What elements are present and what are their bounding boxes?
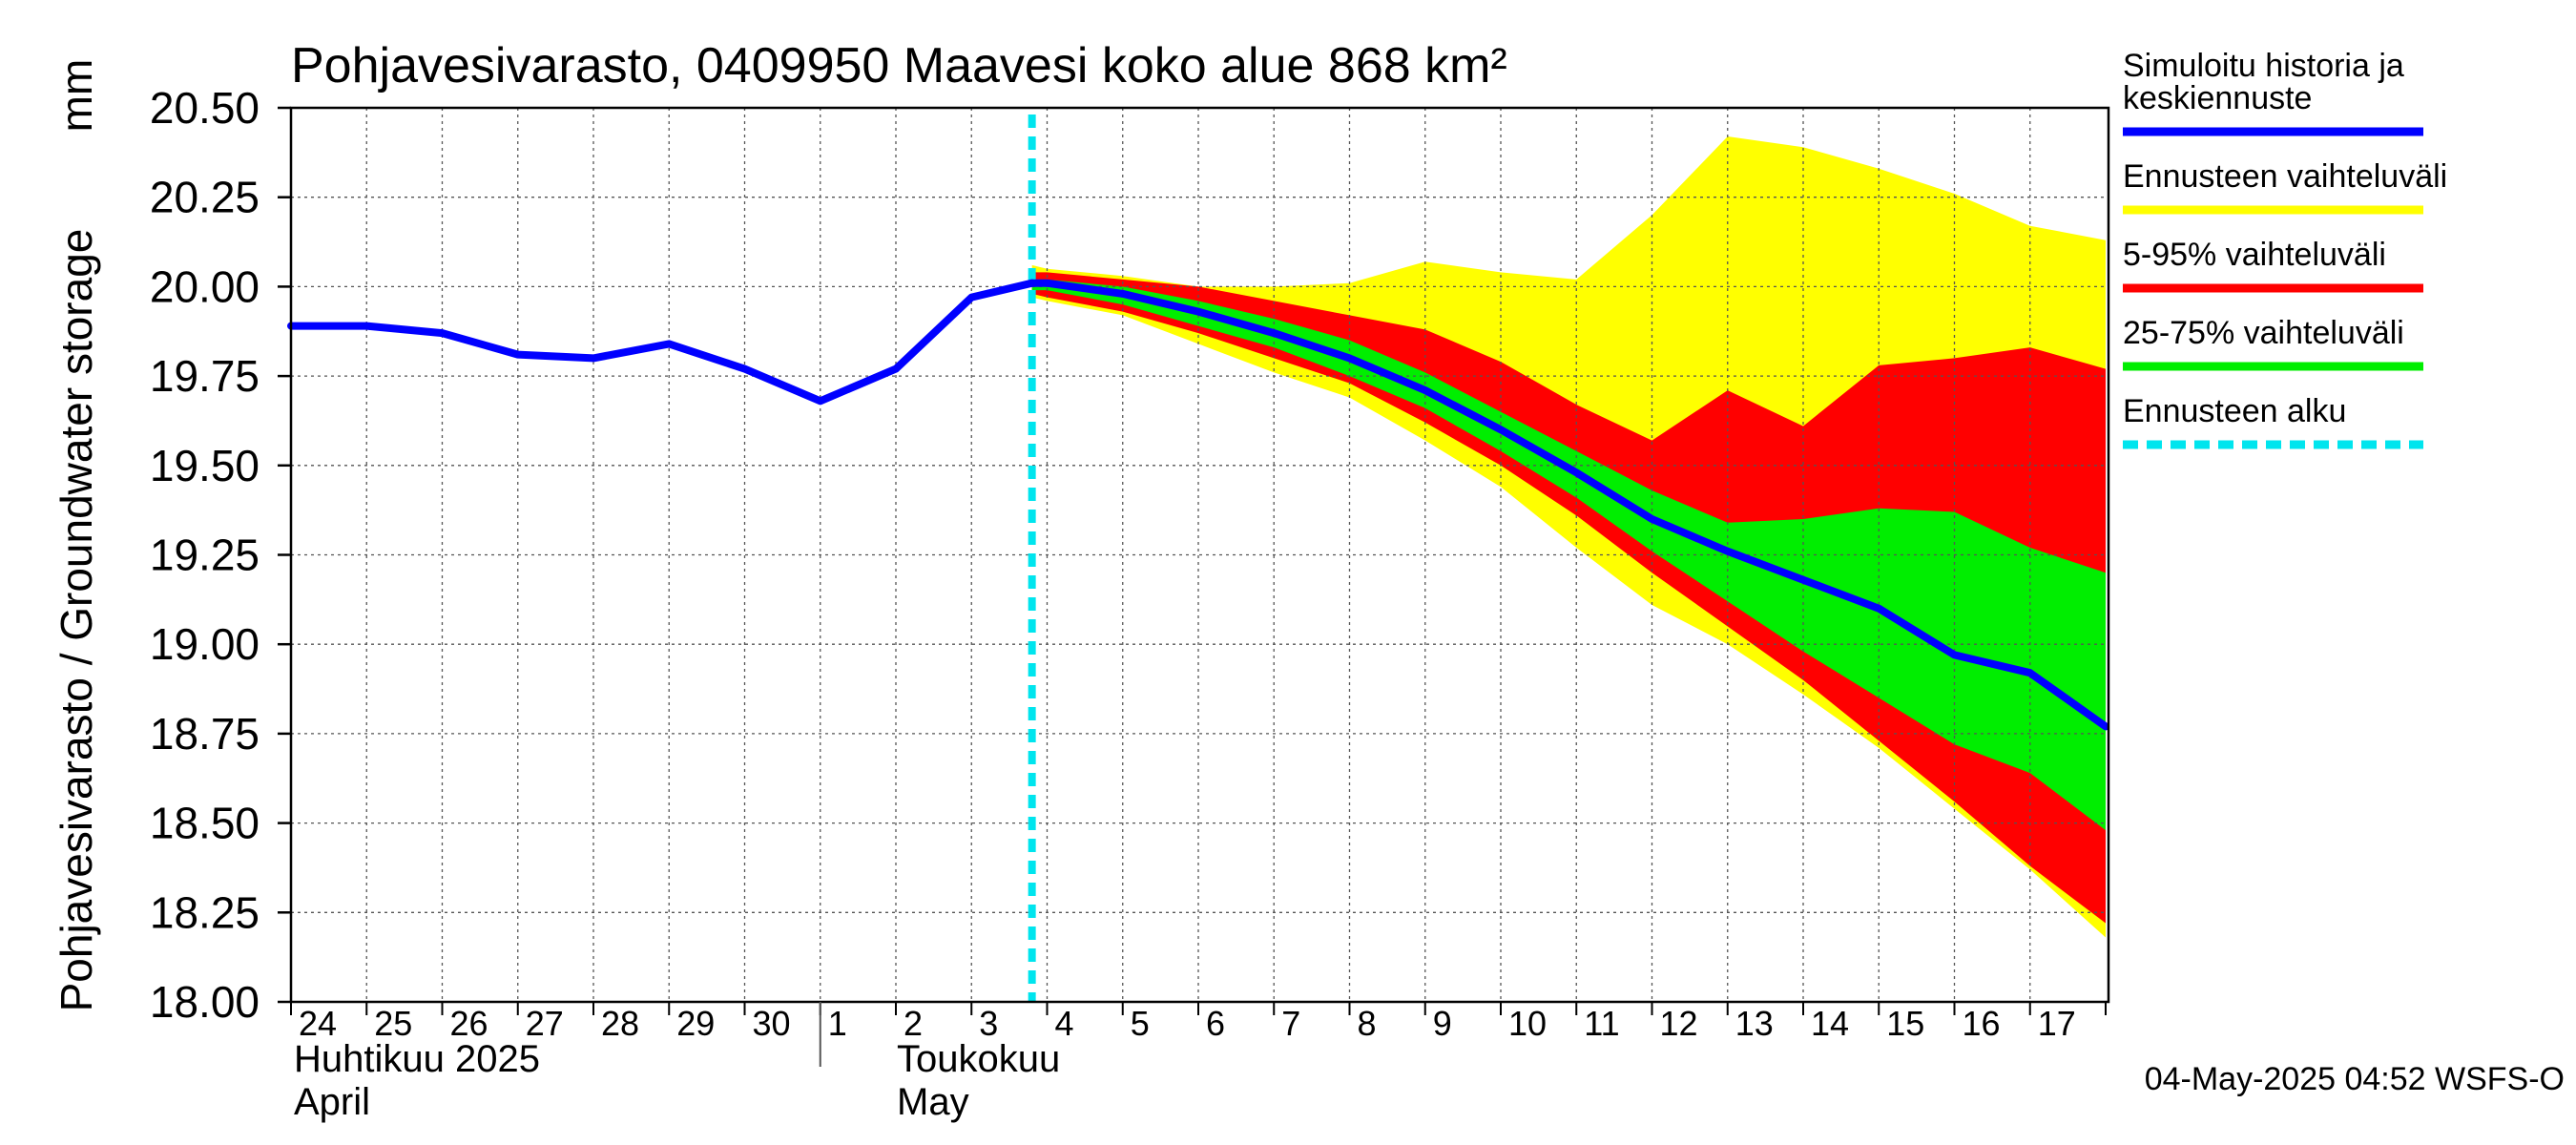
- y-tick-label: 18.50: [150, 799, 260, 848]
- footer-timestamp: 04-May-2025 04:52 WSFS-O: [2145, 1061, 2565, 1097]
- x-day-label: 6: [1206, 1004, 1225, 1043]
- y-tick-label: 20.00: [150, 261, 260, 311]
- legend-label: Simuloitu historia ja: [2123, 48, 2404, 84]
- y-tick-label: 18.25: [150, 887, 260, 937]
- x-day-label: 11: [1584, 1004, 1619, 1043]
- axes: [278, 106, 2110, 1067]
- x-day-label: 3: [979, 1004, 998, 1043]
- legend-label: 25-75% vaihteluväli: [2123, 315, 2404, 351]
- y-tick-label: 18.00: [150, 977, 260, 1027]
- y-tick-label: 19.00: [150, 619, 260, 669]
- x-day-label: 17: [2038, 1004, 2076, 1043]
- month-label-may-fi: Toukokuu: [897, 1038, 1060, 1080]
- x-day-label: 30: [753, 1004, 791, 1043]
- x-day-label: 13: [1735, 1004, 1774, 1043]
- x-day-label: 10: [1508, 1004, 1547, 1043]
- x-day-label: 16: [1963, 1004, 2001, 1043]
- y-tick-label: 19.50: [150, 441, 260, 490]
- y-tick-label: 20.50: [150, 83, 260, 133]
- x-day-label: 12: [1660, 1004, 1698, 1043]
- forecast-median-line: [1028, 279, 2109, 731]
- band-5-95: [1031, 272, 2106, 924]
- legend-label: Ennusteen alku: [2123, 393, 2346, 429]
- x-day-label: 25: [374, 1004, 412, 1043]
- x-day-label: 24: [299, 1004, 337, 1043]
- grid-lines: [291, 108, 2109, 1002]
- x-day-label: 4: [1055, 1004, 1074, 1043]
- legend-label: 5-95% vaihteluväli: [2123, 237, 2386, 273]
- x-day-label: 27: [526, 1004, 564, 1043]
- x-day-label: 2: [904, 1004, 923, 1043]
- x-day-label: 7: [1281, 1004, 1300, 1043]
- series-lines: [287, 114, 2109, 1002]
- chart-title: Pohjavesivarasto, 0409950 Maavesi koko a…: [291, 38, 1507, 94]
- band-25-75: [1031, 279, 2106, 831]
- y-tick-label: 19.25: [150, 531, 260, 580]
- y-tick-label: 20.25: [150, 173, 260, 222]
- x-day-label: 14: [1811, 1004, 1849, 1043]
- y-tick-label: 19.75: [150, 351, 260, 401]
- legend-label: Ennusteen vaihteluväli: [2123, 158, 2447, 195]
- y-tick-label: 18.75: [150, 709, 260, 759]
- tick-labels: 18.00 18.25 18.50 18.75 19.00 19.25 19.50 19.75…: [150, 83, 2076, 1043]
- x-day-label: 8: [1358, 1004, 1377, 1043]
- legend-label-line2: keskiennuste: [2123, 80, 2312, 116]
- month-label-april-fi: Huhtikuu 2025: [294, 1038, 540, 1080]
- x-day-label: 9: [1433, 1004, 1452, 1043]
- x-day-label: 1: [828, 1004, 847, 1043]
- x-day-label: 5: [1131, 1004, 1150, 1043]
- month-label-april-en: April: [294, 1081, 370, 1123]
- forecast-bands: [1031, 136, 2106, 938]
- history-line: [287, 279, 1036, 406]
- x-day-label: 26: [450, 1004, 488, 1043]
- x-day-label: 29: [676, 1004, 715, 1043]
- month-label-may-en: May: [897, 1081, 969, 1123]
- x-day-label: 15: [1886, 1004, 1924, 1043]
- x-day-label: 28: [601, 1004, 639, 1043]
- y-axis-label: Pohjavesivarasto / Groundwater storage: [52, 229, 101, 1012]
- y-axis-unit: mm: [52, 59, 101, 133]
